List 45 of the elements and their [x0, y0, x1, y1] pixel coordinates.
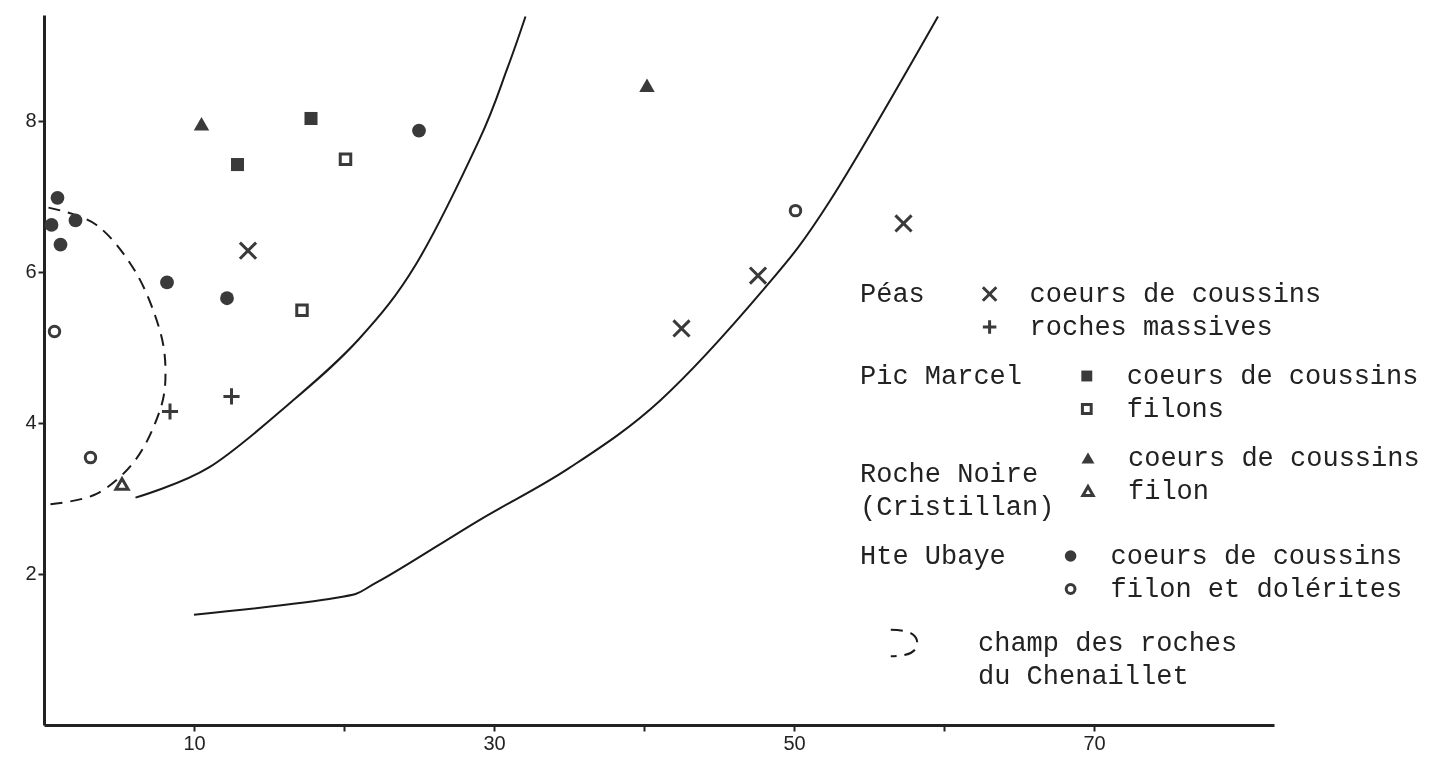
- point: [68, 213, 83, 228]
- x-tick-label: 50: [783, 731, 806, 754]
- point: [230, 158, 245, 172]
- x-tick-label: 30: [483, 731, 506, 754]
- legend-label: filon: [1128, 477, 1210, 507]
- legend-label: coeurs de coussins: [1110, 542, 1403, 572]
- point: [748, 266, 768, 286]
- point: [338, 152, 353, 167]
- point: [50, 190, 65, 205]
- point: [412, 123, 426, 138]
- y-tick-label: 2: [25, 562, 37, 585]
- point: [83, 450, 98, 465]
- point: [304, 111, 318, 125]
- point: [220, 291, 234, 306]
- point: [671, 318, 692, 339]
- legend-label: champ des roches du Chenaillet: [978, 629, 1238, 692]
- legend-label: filons: [1126, 395, 1225, 425]
- point: [295, 303, 309, 318]
- line-series: [134, 15, 527, 499]
- legend-label: roches massives: [1029, 313, 1273, 343]
- point: [238, 241, 258, 261]
- point: [893, 213, 914, 234]
- annotation: Péas: [860, 280, 925, 310]
- annotation: Pic Marcel: [860, 362, 1023, 392]
- x-tick-label: 10: [183, 731, 206, 754]
- legend-label: coeurs de coussins: [1126, 362, 1419, 392]
- point: [53, 237, 68, 252]
- legend-label: coeurs de coussins: [1128, 444, 1420, 474]
- point: [193, 117, 210, 131]
- y-tick-label: 4: [25, 411, 37, 434]
- legend-label: filon et dolérites: [1110, 575, 1403, 605]
- legend-label: coeurs de coussins: [1029, 280, 1322, 310]
- point: [788, 203, 803, 218]
- point: [44, 218, 59, 232]
- point: [47, 324, 62, 339]
- annotation: Hte Ubaye: [860, 542, 1006, 572]
- line-series: [47, 206, 167, 506]
- x-tick-label: 70: [1083, 731, 1106, 754]
- point: [639, 78, 655, 92]
- annotation: Roche Noire (Cristillan): [860, 460, 1055, 523]
- y-tick-label: 8: [25, 109, 37, 132]
- y-tick-label: 6: [25, 260, 37, 283]
- point: [160, 401, 180, 422]
- point: [114, 477, 130, 491]
- point: [160, 275, 174, 290]
